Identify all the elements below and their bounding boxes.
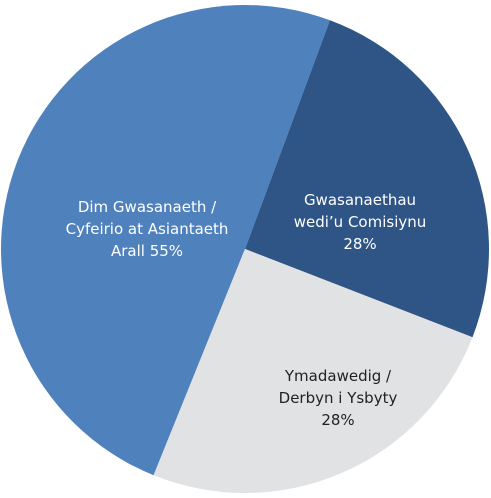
category-label: Gwasanaethau wedi’u Comisiynu xyxy=(293,191,427,231)
category-label: Dim Gwasanaeth / Cyfeirio at Asiantaeth … xyxy=(65,198,229,260)
slice-label: Ymadawedig / Derbyn i Ysbyty 28% xyxy=(268,365,408,431)
value-label: 28% xyxy=(343,235,377,253)
slice-label: Gwasanaethau wedi’u Comisiynu 28% xyxy=(290,189,430,255)
category-label: Ymadawedig / Derbyn i Ysbyty xyxy=(278,367,398,407)
pie-slice xyxy=(1,5,330,476)
slice-label: Dim Gwasanaeth / Cyfeirio at Asiantaeth … xyxy=(52,196,242,262)
value-label: 28% xyxy=(321,411,355,429)
pie-slice xyxy=(153,249,473,493)
value-label: 55% xyxy=(149,242,184,260)
pie-slice xyxy=(245,20,489,338)
